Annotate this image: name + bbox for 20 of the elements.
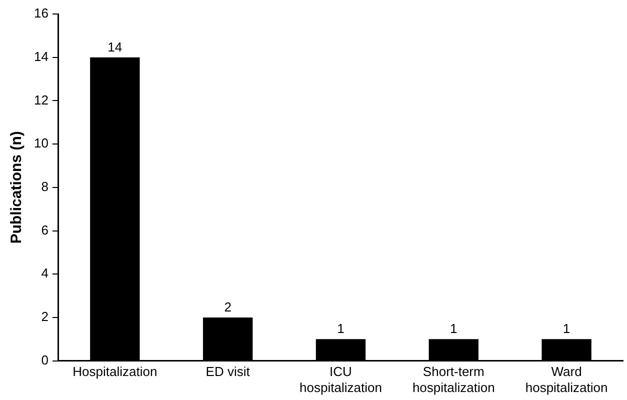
y-axis-title: Publications (n)	[8, 131, 26, 244]
x-tick-label: ED visit	[206, 364, 250, 380]
y-tick-label: 16	[34, 6, 48, 21]
x-tick-label: Short-term hospitalization	[412, 364, 495, 395]
x-tick-label: ICU hospitalization	[300, 364, 382, 395]
data-label: 14	[108, 39, 122, 54]
data-label: 1	[450, 321, 458, 336]
y-tick-label: 6	[41, 222, 48, 238]
y-tick-label: 14	[34, 48, 48, 64]
y-tick-label: 8	[41, 178, 48, 194]
y-tick-label: 0	[41, 352, 48, 368]
x-tick-label: Hospitalization	[72, 364, 158, 380]
y-tick-label: 12	[34, 92, 48, 108]
x-tick-label: Ward hospitalization	[525, 364, 608, 395]
data-label: 2	[224, 300, 232, 315]
y-tick-label: 10	[34, 136, 48, 151]
y-tick-label: 2	[41, 309, 48, 324]
y-tick-label: 4	[41, 266, 48, 281]
data-label: 1	[562, 321, 570, 336]
data-label: 1	[337, 321, 344, 336]
